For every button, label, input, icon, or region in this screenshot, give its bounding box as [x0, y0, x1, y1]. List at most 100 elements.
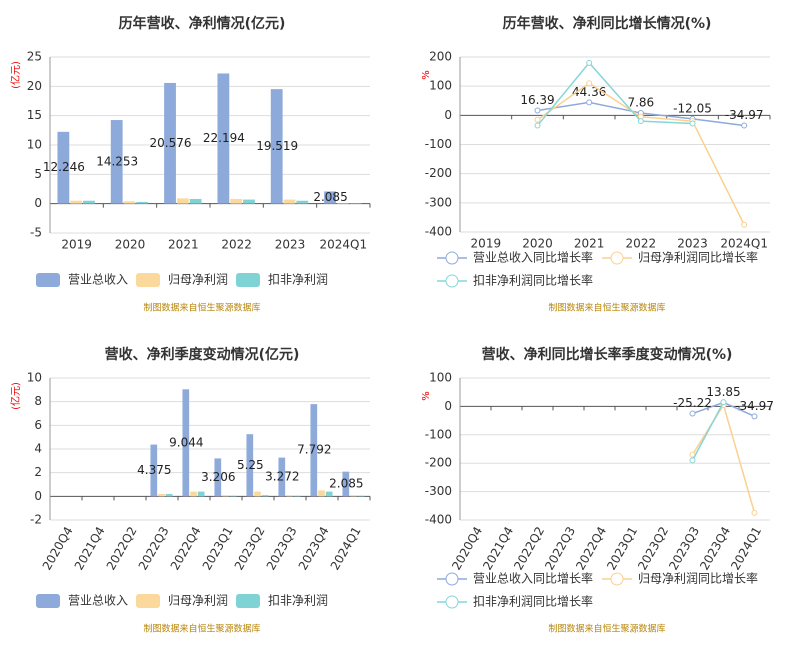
- chart-title: 历年营收、净利情况(亿元): [119, 15, 286, 32]
- x-tick-label: 2020: [522, 237, 553, 251]
- data-label: -34.97: [725, 108, 764, 122]
- point: [534, 116, 541, 123]
- y-tick-label: 2: [34, 465, 42, 479]
- point: [689, 457, 696, 464]
- bar: [293, 495, 301, 497]
- y-tick-label: -400: [425, 513, 452, 527]
- legend-marker: [445, 251, 459, 265]
- chart-title: 营收、净利季度变动情况(亿元): [105, 346, 300, 363]
- y-tick-label: 15: [27, 108, 42, 122]
- y-tick-label: 8: [34, 394, 42, 408]
- x-tick-label: 2020: [115, 238, 146, 252]
- bar: [136, 201, 149, 204]
- y-tick-label: -100: [425, 427, 452, 441]
- line: [536, 61, 693, 127]
- x-tick-label: 2022Q4: [168, 524, 204, 572]
- bar: [229, 495, 237, 497]
- data-label: 3.206: [201, 470, 235, 484]
- point: [637, 118, 644, 125]
- bar: [336, 203, 349, 204]
- point: [586, 99, 593, 106]
- y-tick-label: 0: [444, 108, 452, 122]
- y-tick-label: -400: [425, 225, 452, 239]
- data-label: 2.085: [329, 476, 363, 490]
- legend-label: 归母净利润同比增长率: [638, 250, 758, 265]
- bar: [349, 203, 362, 204]
- bar: [283, 199, 296, 204]
- bar: [324, 191, 336, 204]
- x-tick-label: 2021: [574, 237, 605, 251]
- legend-label: 归母净利润同比增长率: [638, 571, 758, 586]
- legend-label: 归母净利润: [168, 273, 228, 287]
- bar: [357, 495, 365, 497]
- y-tick-label: -200: [425, 166, 452, 180]
- data-label: 16.39: [520, 93, 554, 107]
- data-label: 4.375: [137, 463, 171, 477]
- x-tick-label: 2020Q4: [40, 524, 76, 572]
- point: [741, 122, 748, 129]
- point: [741, 221, 748, 228]
- bar: [243, 199, 255, 204]
- data-label: 19.519: [256, 139, 298, 153]
- data-label: 22.194: [203, 131, 245, 145]
- x-tick-label: 2022: [221, 238, 252, 252]
- legend-label: 营业总收入同比增长率: [473, 250, 593, 265]
- legend-swatch: [36, 594, 60, 608]
- data-label: 7.792: [297, 443, 331, 457]
- data-label: 14.253: [96, 154, 138, 168]
- y-tick-label: 200: [429, 50, 452, 64]
- y-tick-label: 100: [429, 371, 452, 385]
- chart-title: 营收、净利同比增长率季度变动情况(%): [482, 346, 733, 363]
- bar: [83, 200, 95, 204]
- chart-title: 历年营收、净利同比增长情况(%): [503, 15, 712, 32]
- legend-marker: [445, 595, 459, 609]
- bar: [278, 457, 286, 497]
- x-tick-label: 2024Q1: [720, 237, 768, 251]
- legend-label: 营业总收入: [68, 273, 128, 287]
- y-axis-unit: %: [421, 70, 432, 80]
- x-tick-label: 2022Q2: [104, 524, 140, 572]
- x-tick-label: 2024Q1: [320, 238, 368, 252]
- bar: [246, 434, 254, 497]
- data-label: 5.25: [237, 458, 264, 472]
- y-tick-label: -5: [30, 226, 42, 240]
- bar: [189, 198, 202, 204]
- bar: [150, 444, 158, 497]
- legend-marker: [445, 572, 459, 586]
- bar: [310, 404, 318, 497]
- source-note: 制图数据来自恒生聚源数据库: [548, 302, 665, 314]
- y-tick-label: 0: [444, 399, 452, 413]
- bar: [214, 458, 222, 497]
- x-tick-label: 2023: [275, 238, 306, 252]
- y-tick-label: -300: [425, 484, 452, 498]
- legend-swatch: [136, 594, 160, 608]
- x-tick-label: 2024Q1: [728, 524, 764, 572]
- legend-label: 扣非净利润: [268, 273, 328, 287]
- point: [751, 413, 758, 420]
- point: [689, 120, 696, 127]
- x-tick-label: 2023Q3: [264, 524, 300, 572]
- data-label: 20.576: [150, 136, 192, 150]
- y-tick-label: 100: [429, 79, 452, 93]
- point: [586, 80, 593, 87]
- point: [720, 399, 727, 406]
- legend-swatch: [236, 594, 260, 608]
- legend-label: 扣非净利润同比增长率: [473, 594, 593, 609]
- legend-marker: [445, 274, 459, 288]
- x-tick-label: 2022: [626, 237, 657, 251]
- data-label: -12.05: [673, 101, 712, 115]
- line: [691, 401, 725, 461]
- bar: [217, 73, 230, 204]
- bar: [296, 200, 309, 204]
- legend-label: 归母净利润: [168, 594, 228, 608]
- point: [751, 509, 758, 516]
- x-tick-label: 2024Q1: [328, 524, 364, 572]
- x-tick-label: 2022Q3: [136, 524, 172, 572]
- data-label: 3.272: [265, 469, 299, 483]
- y-axis-unit: (亿元): [9, 61, 22, 89]
- point: [534, 107, 541, 114]
- legend-label: 扣非净利润: [268, 594, 328, 608]
- legend-swatch: [236, 273, 260, 287]
- bar: [182, 389, 190, 497]
